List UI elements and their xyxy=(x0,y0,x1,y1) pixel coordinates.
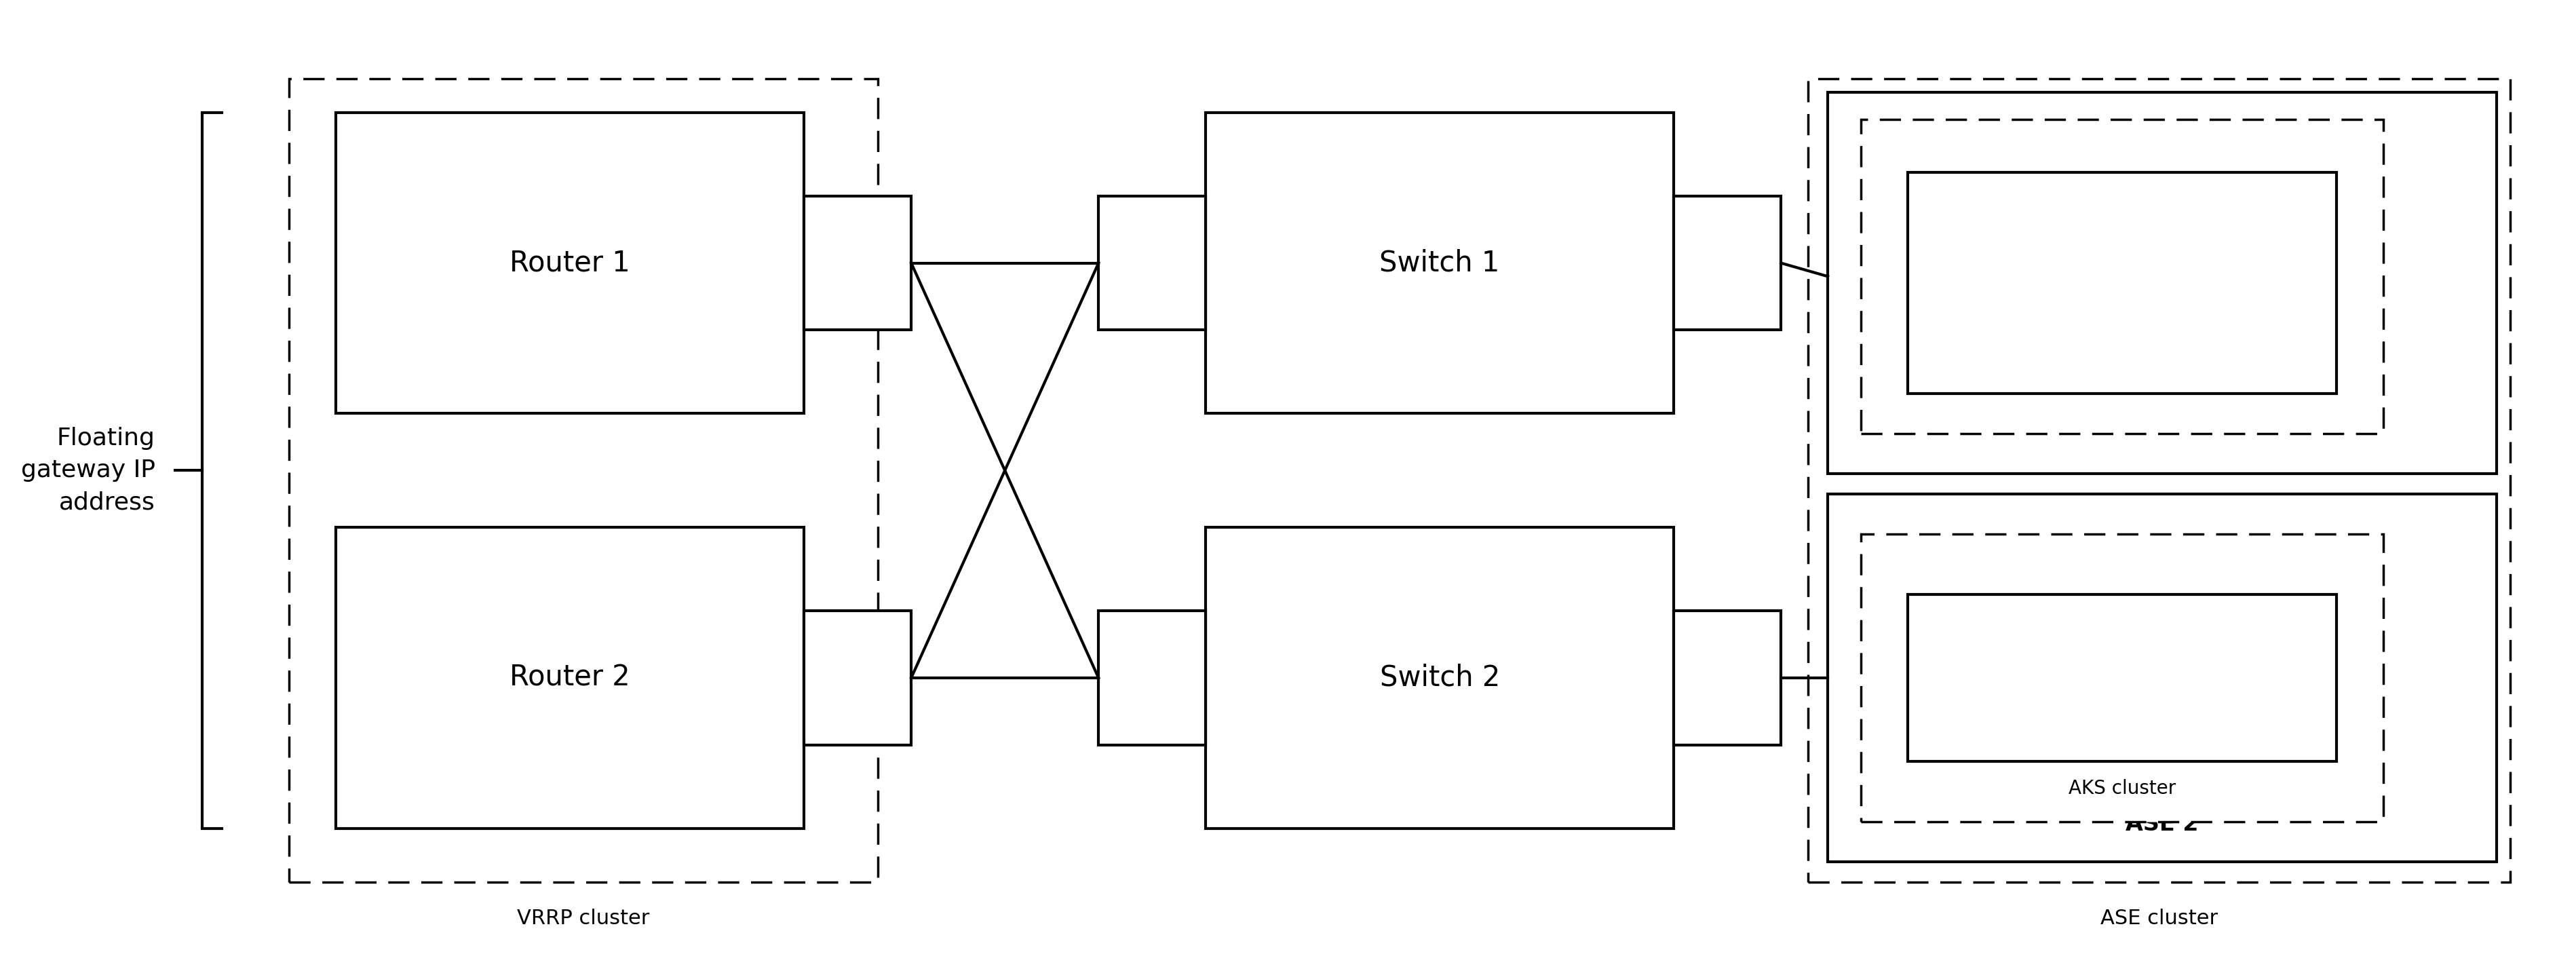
Bar xyxy=(335,112,804,414)
Bar xyxy=(1862,534,2383,822)
Text: AKS cluster: AKS cluster xyxy=(2069,779,2177,798)
Text: Floating
gateway IP
address: Floating gateway IP address xyxy=(21,426,155,515)
Text: ASE cluster: ASE cluster xyxy=(2099,909,2218,928)
Bar xyxy=(335,527,804,828)
Bar xyxy=(1097,196,1206,329)
Text: ASE 2: ASE 2 xyxy=(2125,813,2200,835)
Bar xyxy=(289,79,878,882)
Bar xyxy=(1829,92,2496,474)
Bar xyxy=(1206,527,1674,828)
Bar xyxy=(804,611,912,745)
Text: Packet Core: Packet Core xyxy=(2061,668,2184,688)
Bar xyxy=(1909,172,2336,393)
Bar xyxy=(1909,594,2336,762)
Text: Switch 2: Switch 2 xyxy=(1381,664,1499,692)
Bar xyxy=(1206,112,1674,414)
Bar xyxy=(1862,119,2383,434)
Text: Router 2: Router 2 xyxy=(510,664,631,692)
Bar xyxy=(1097,611,1206,745)
Text: VRRP cluster: VRRP cluster xyxy=(518,909,649,928)
Bar xyxy=(1674,611,1780,745)
Text: Router 1: Router 1 xyxy=(510,249,631,277)
Bar xyxy=(1808,79,2509,882)
Text: Packet Core: Packet Core xyxy=(2061,273,2184,293)
Bar xyxy=(1829,494,2496,861)
Bar xyxy=(804,196,912,329)
Text: Switch 1: Switch 1 xyxy=(1381,249,1499,277)
Bar xyxy=(1674,196,1780,329)
Text: ASE 1: ASE 1 xyxy=(2125,122,2200,145)
